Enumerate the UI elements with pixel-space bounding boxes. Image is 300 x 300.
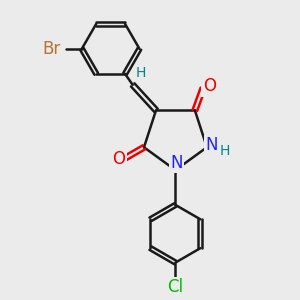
Text: H: H bbox=[135, 66, 146, 80]
Text: N: N bbox=[205, 136, 217, 154]
Text: Cl: Cl bbox=[167, 278, 184, 296]
Text: O: O bbox=[203, 77, 216, 95]
Text: O: O bbox=[112, 150, 125, 168]
Text: N: N bbox=[170, 154, 182, 172]
Text: H: H bbox=[220, 144, 230, 158]
Text: Br: Br bbox=[42, 40, 60, 58]
